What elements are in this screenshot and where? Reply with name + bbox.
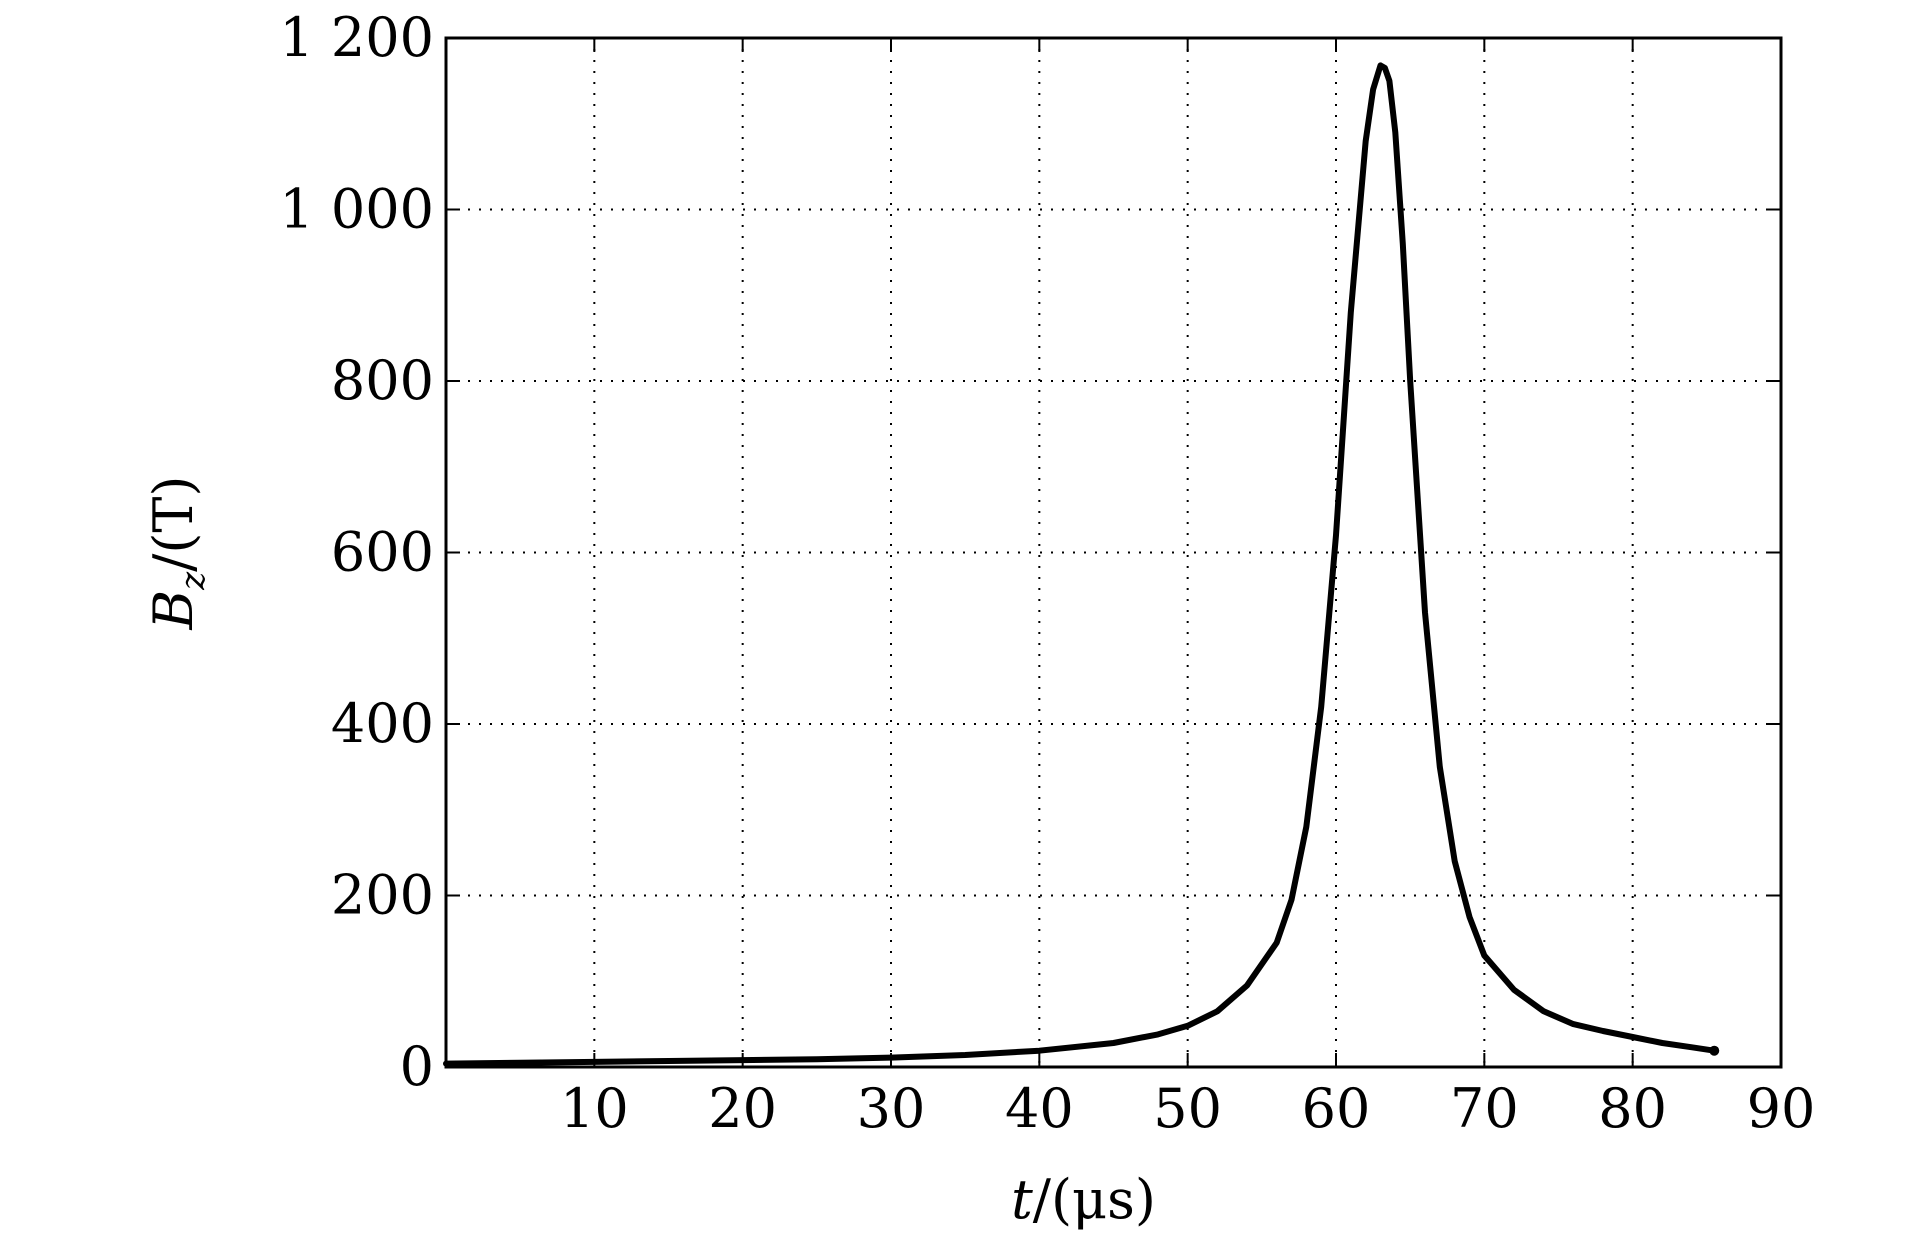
grid-lines <box>446 38 1781 1067</box>
x-axis-label: t/(μs) <box>1011 1168 1156 1231</box>
x-axis-unit: /(μs) <box>1033 1168 1156 1231</box>
y-axis-subscript: z <box>173 571 213 591</box>
x-tick-label: 30 <box>857 1077 926 1140</box>
y-axis-label: Bz/(T) <box>142 476 213 631</box>
y-tick-label: 600 <box>331 521 434 584</box>
series-line <box>443 62 1718 1067</box>
axis-ticks: 10 20 30 40 50 60 70 80 90 0 200 400 600 800 1 000 1 20… <box>279 6 1815 1140</box>
y-tick-label: 800 <box>331 349 434 412</box>
x-tick-label: 70 <box>1450 1077 1519 1140</box>
y-tick-label: 400 <box>331 692 434 755</box>
x-tick-label: 90 <box>1747 1077 1816 1140</box>
y-axis-variable: B <box>142 590 205 631</box>
data-series <box>443 62 1720 1067</box>
x-tick-label: 60 <box>1302 1077 1371 1140</box>
y-tick-label: 1 000 <box>279 178 434 241</box>
y-tick-label: 0 <box>400 1035 434 1098</box>
x-tick-label: 20 <box>708 1077 777 1140</box>
x-tick-label: 50 <box>1153 1077 1222 1140</box>
y-tick-label: 200 <box>331 864 434 927</box>
x-tick-label: 40 <box>1005 1077 1074 1140</box>
y-axis-unit: /(T) <box>142 476 205 572</box>
x-tick-label: 10 <box>560 1077 629 1140</box>
y-tick-label: 1 200 <box>279 6 434 69</box>
series-end-point <box>1709 1045 1720 1056</box>
x-tick-label: 80 <box>1598 1077 1667 1140</box>
x-axis-variable: t <box>1011 1168 1033 1231</box>
